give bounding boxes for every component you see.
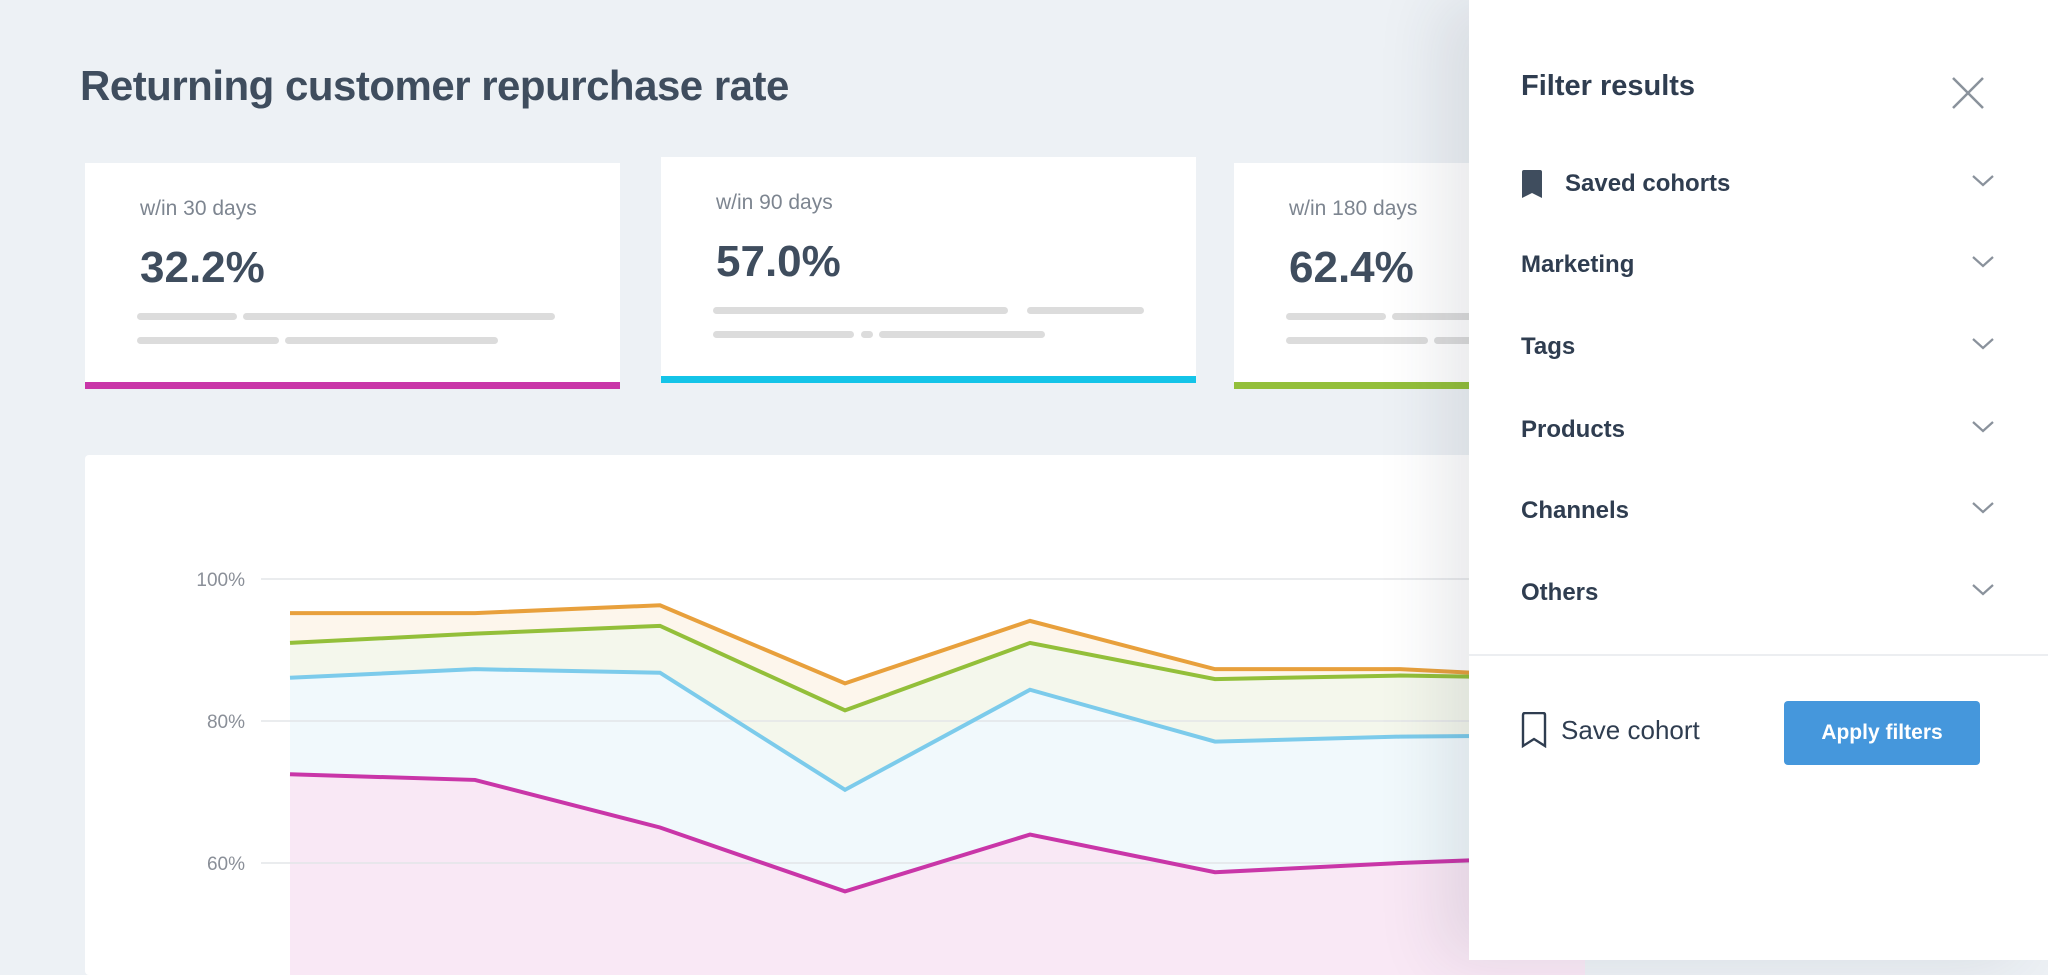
filter-others[interactable]: Others [1521, 573, 1995, 613]
card-label: w/in 30 days [140, 197, 257, 221]
filter-label: Others [1521, 579, 1598, 607]
filter-products[interactable]: Products [1521, 410, 1995, 450]
card-accent-bar [661, 376, 1196, 383]
bookmark-filled-icon [1521, 170, 1543, 198]
y-tick-label: 80% [207, 712, 245, 733]
filter-label: Channels [1521, 497, 1629, 525]
card-label: w/in 180 days [1289, 197, 1417, 221]
metric-card-30-days: w/in 30 days 32.2% [85, 163, 620, 389]
skeleton-line [137, 337, 279, 344]
filter-label: Marketing [1521, 251, 1634, 279]
card-accent-bar [85, 382, 620, 389]
card-value: 62.4% [1289, 243, 1414, 293]
apply-filters-button[interactable]: Apply filters [1784, 701, 1980, 765]
skeleton-line [285, 337, 498, 344]
chevron-down-icon [1971, 420, 1995, 434]
card-value: 57.0% [716, 237, 841, 287]
filter-marketing[interactable]: Marketing [1521, 245, 1995, 285]
skeleton-line [137, 313, 237, 320]
skeleton-line [243, 313, 555, 320]
filter-panel: Filter results Saved cohorts Marketing T… [1469, 0, 2048, 960]
filter-label: Tags [1521, 333, 1575, 361]
close-button[interactable] [1951, 76, 1985, 110]
chevron-down-icon [1971, 337, 1995, 351]
skeleton-line [713, 307, 1008, 314]
panel-divider [1469, 654, 2048, 656]
skeleton-line [1286, 313, 1386, 320]
filter-label: Saved cohorts [1565, 170, 1730, 198]
card-label: w/in 90 days [716, 191, 833, 215]
close-icon [1951, 76, 1985, 110]
skeleton-line [713, 331, 854, 338]
chevron-down-icon [1971, 255, 1995, 269]
chevron-down-icon [1971, 501, 1995, 515]
filter-channels[interactable]: Channels [1521, 491, 1995, 531]
chevron-down-icon [1971, 583, 1995, 597]
filter-tags[interactable]: Tags [1521, 327, 1995, 367]
filter-label: Products [1521, 416, 1625, 444]
metric-card-90-days: w/in 90 days 57.0% [661, 157, 1196, 383]
skeleton-line [861, 331, 873, 338]
skeleton-line [1286, 337, 1428, 344]
panel-title: Filter results [1521, 70, 1695, 103]
chevron-down-icon [1971, 174, 1995, 188]
skeleton-line [1027, 307, 1144, 314]
filter-saved-cohorts[interactable]: Saved cohorts [1521, 164, 1995, 204]
page-title: Returning customer repurchase rate [80, 62, 789, 110]
save-cohort-label: Save cohort [1561, 715, 1700, 746]
skeleton-line [879, 331, 1045, 338]
save-cohort-button[interactable]: Save cohort [1521, 712, 1700, 748]
y-tick-label: 100% [196, 570, 245, 591]
card-value: 32.2% [140, 243, 265, 293]
repurchase-area-chart: 100% 80% 60% [85, 455, 1585, 975]
chart-card: 100% 80% 60% [85, 455, 1585, 975]
bookmark-outline-icon [1521, 712, 1547, 748]
y-tick-label: 60% [207, 854, 245, 875]
